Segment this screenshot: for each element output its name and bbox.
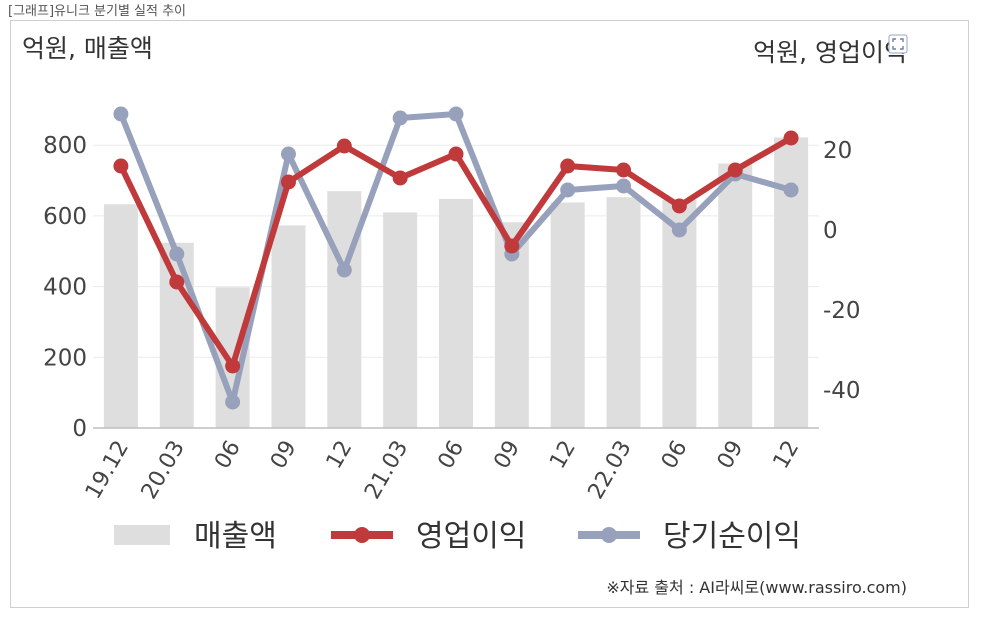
point-net [448,106,464,122]
bar-revenue [383,212,418,428]
legend-swatch-revenue [114,525,170,545]
bar-revenue [439,198,473,428]
y-left-tick-label: 600 [43,204,87,230]
bar-revenue [103,204,138,428]
source-note: ※자료 출처 : AI라씨로(www.rassiro.com) [606,578,907,597]
y-left-tick-label: 400 [43,275,87,301]
point-operating [392,170,408,186]
point-operating [169,274,185,290]
x-tick-label: 20.03 [137,437,190,504]
x-tick-label: 12 [322,437,358,474]
bar-revenue [550,202,585,428]
bar-revenue [159,242,194,428]
x-tick-label: 22.03 [584,437,637,504]
x-tick-label: 09 [266,437,302,474]
legend-marker-net [601,527,617,543]
x-tick-label: 09 [713,437,749,474]
chart-frame: 0 200 400 600 800 -40 -20 0 20 19.12 20.03 06 09 12 21… [10,20,969,608]
point-operating [448,146,464,162]
x-tick-label: 06 [210,437,246,474]
point-operating [504,238,520,254]
point-net [392,110,408,126]
point-operating [616,162,632,178]
x-tick-label: 12 [545,437,581,474]
legend-label-operating: 영업이익 [416,519,526,554]
point-net [783,182,799,198]
point-operating [225,358,241,374]
y-right-tick-label: 0 [823,218,838,244]
point-operating [727,162,743,178]
bar-revenue [718,163,753,428]
y-left-tick-label: 800 [43,133,87,159]
bar-revenue [271,225,306,428]
point-operating [280,174,296,190]
legend-marker-operating [354,527,370,543]
point-operating [783,130,799,146]
legend-label-net: 당기순이익 [663,519,801,554]
x-tick-label: 06 [434,437,470,474]
point-operating [113,158,129,174]
point-operating [560,158,576,174]
point-net [560,182,576,198]
y-right-tick-label: -20 [823,298,861,324]
point-operating [671,198,687,214]
bar-layer [103,137,809,428]
point-net [113,106,129,122]
bar-revenue [662,199,697,428]
y-right-tick-label: 20 [823,138,852,164]
bar-revenue [606,197,641,428]
line-layer [113,106,799,410]
bar-revenue [774,137,809,428]
x-tick-label: 09 [489,437,525,474]
point-net [671,222,687,238]
point-net [336,262,352,278]
expand-icon[interactable] [888,34,908,54]
legend: 매출액 영업이익 당기순이익 [114,519,801,554]
chart-caption: [그래프]유니크 분기별 실적 추이 [8,4,187,19]
point-net [225,394,241,410]
point-operating [336,138,352,154]
x-tick-label: 12 [769,437,805,474]
point-net [169,246,185,262]
y-left-tick-label: 200 [43,345,87,371]
x-tick-label: 21.03 [360,437,413,504]
point-net [616,178,632,194]
left-axis-unit: 억원, 매출액 [22,34,153,63]
legend-label-revenue: 매출액 [194,519,277,554]
bar-revenue [327,191,362,428]
right-axis-unit: 억원, 영업이익 [753,38,907,67]
x-tick-label: 06 [657,437,693,474]
point-net [280,146,296,162]
y-right-tick-label: -40 [823,378,861,404]
x-tick-label: 19.12 [81,437,134,504]
y-left-tick-label: 0 [72,416,87,442]
